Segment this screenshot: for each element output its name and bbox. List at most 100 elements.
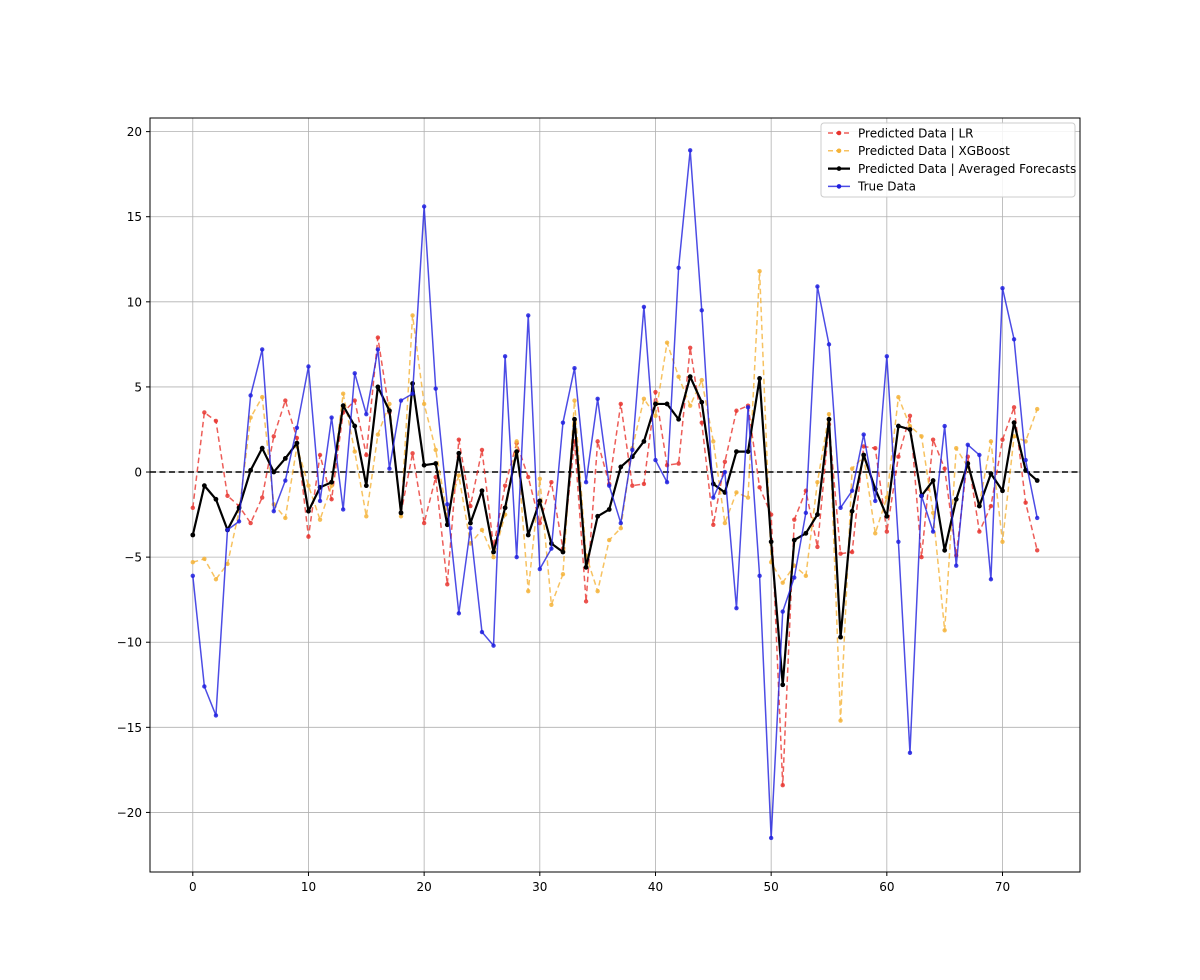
series-1-point-32	[560, 571, 566, 577]
series-1-point-19	[410, 313, 415, 318]
series-2-point-37	[618, 464, 624, 470]
series-2-point-6	[259, 445, 265, 451]
series-2-point-29	[525, 532, 531, 538]
series-3-point-5	[248, 393, 253, 398]
series-2-point-64	[930, 478, 936, 483]
series-3-point-53	[803, 510, 809, 516]
series-1-point-16	[375, 432, 381, 437]
series-3-point-32	[560, 420, 566, 425]
series-1-point-0	[190, 560, 195, 565]
series-3-point-0	[190, 573, 195, 579]
series-2-point-40	[653, 401, 658, 407]
series-0-point-44	[699, 420, 704, 425]
y-tick-label: −5	[124, 551, 142, 565]
series-3-point-56	[838, 505, 843, 510]
series-1-point-21	[433, 447, 438, 453]
series-2-point-44	[699, 399, 705, 405]
series-3-point-2	[213, 713, 219, 718]
series-0-point-5	[248, 520, 253, 526]
series-0-point-65	[942, 466, 947, 471]
plot-frame	[149, 117, 1081, 873]
series-1-point-11	[317, 517, 323, 522]
series-2-point-47	[734, 449, 739, 454]
series-0-point-25	[479, 447, 485, 453]
series-1-point-14	[352, 449, 357, 454]
series-0-point-68	[977, 529, 982, 534]
series-1-point-43	[687, 403, 693, 408]
series-2-point-35	[595, 513, 601, 519]
series-3-point-43	[687, 148, 693, 153]
series-2-point-32	[560, 549, 566, 555]
series-2-point-55	[826, 416, 832, 422]
series-1-point-18	[398, 514, 404, 519]
series-3-point-8	[283, 478, 288, 483]
series-1-point-23	[456, 473, 462, 478]
series-3-point-31	[549, 546, 554, 551]
series-0-point-1	[202, 410, 207, 415]
y-tick-label: −10	[117, 636, 142, 650]
legend-entry-3: True Data	[828, 180, 916, 194]
series-1-point-41	[664, 340, 670, 345]
series-0-point-37	[618, 401, 623, 407]
series-1-point-56	[838, 718, 843, 723]
series-1-point-57	[849, 466, 855, 471]
series-3	[190, 148, 1040, 841]
series-1-point-20	[421, 401, 427, 407]
series-0-point-14	[352, 398, 357, 403]
series-0-point-3	[225, 493, 230, 499]
series-0-point-52	[792, 517, 797, 522]
series-0-point-9	[294, 435, 300, 441]
legend-swatch-marker-1	[836, 148, 842, 154]
series-3-point-69	[988, 577, 994, 582]
series-3-point-28	[514, 554, 519, 560]
series-0-point-8	[283, 398, 288, 403]
series-3-point-44	[699, 308, 704, 313]
y-tick-label: 0	[134, 466, 142, 480]
legend-box	[820, 122, 1076, 198]
series-2-point-70	[1000, 488, 1005, 494]
series-1-point-53	[803, 573, 809, 579]
series-0-point-11	[317, 452, 323, 458]
series-2-point-43	[687, 374, 693, 380]
series-3-point-4	[236, 519, 242, 524]
series-3-point-33	[572, 365, 577, 371]
y-tick-label: −15	[117, 721, 142, 735]
series-2-point-9	[294, 440, 300, 446]
series-1-point-47	[734, 490, 739, 495]
series-1-point-65	[942, 628, 947, 633]
series-0-point-6	[260, 495, 265, 500]
series-1-point-1	[202, 556, 207, 562]
series-0-point-45	[711, 522, 716, 527]
series-1-point-45	[711, 439, 716, 444]
series-3-point-61	[896, 539, 901, 545]
y-axis-ticks: −20 −15 −10 −5 0 5 10 15 20	[117, 125, 150, 820]
series-2-point-20	[421, 462, 427, 468]
series-0-point-60	[884, 529, 890, 534]
series-1-point-39	[641, 396, 647, 402]
series-2-point-49	[757, 376, 762, 381]
series-1-point-33	[572, 398, 577, 403]
series-2-point-65	[942, 547, 948, 553]
series-2-point-15	[363, 483, 369, 489]
series-0-point-58	[861, 444, 866, 449]
series-3-point-65	[942, 423, 947, 429]
series-3-point-29	[526, 313, 531, 318]
series-0-point-56	[838, 551, 843, 556]
series-3-point-49	[757, 573, 762, 579]
series-2-point-52	[791, 537, 797, 543]
series-3-point-55	[826, 342, 832, 347]
series-3-point-9	[294, 425, 300, 430]
y-tick-label: 10	[127, 295, 142, 309]
series-0-point-71	[1011, 405, 1017, 410]
legend-entry-2: Predicted Data | Averaged Forecasts	[828, 162, 1076, 176]
series-3-point-10	[306, 364, 311, 369]
series-3-point-64	[930, 529, 936, 534]
series-2-point-14	[352, 423, 358, 429]
series-3-point-16	[375, 347, 381, 352]
series-2-point-30	[537, 498, 543, 504]
series-3-point-73	[1035, 515, 1040, 521]
series-layer	[190, 148, 1040, 841]
series-1-point-2	[213, 577, 219, 582]
series-0-point-21	[433, 474, 438, 480]
